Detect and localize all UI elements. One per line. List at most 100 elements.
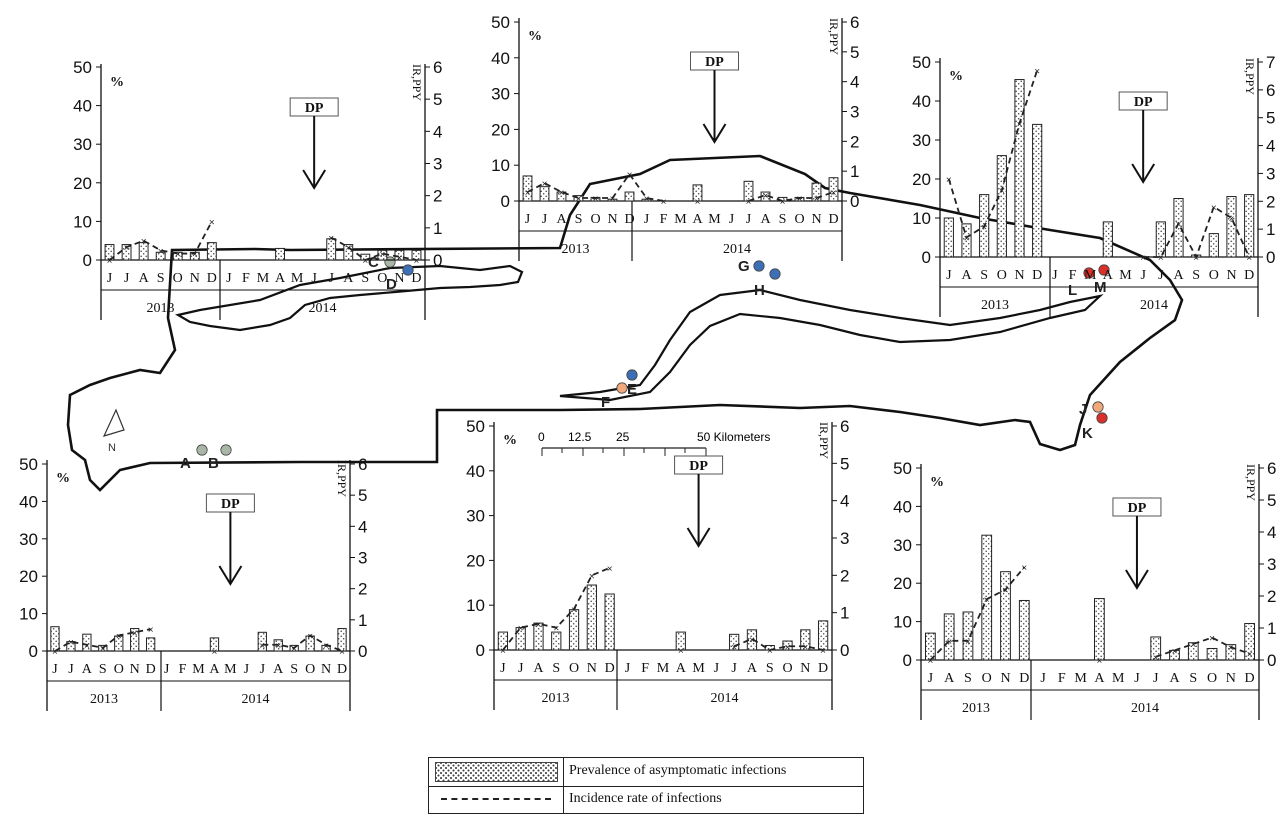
incidence-point: × — [259, 641, 265, 652]
month-tick-label: D — [1019, 671, 1029, 686]
site-H: H — [754, 268, 781, 299]
prevalence-swatch — [435, 762, 558, 782]
incidence-point: × — [1153, 653, 1159, 664]
incidence-point: × — [946, 637, 952, 648]
y-tick-label-right: 6 — [1266, 81, 1275, 100]
y-tick-label-right: 3 — [850, 103, 859, 122]
north-arrow: N — [102, 408, 125, 454]
incidence-point: × — [212, 647, 218, 658]
month-tick-label: N — [190, 271, 200, 286]
incidence-point: × — [1021, 563, 1027, 574]
incidence-point: × — [536, 620, 542, 631]
month-tick-label: O — [794, 212, 804, 227]
legend-item-incidence: Incidence rate of infections — [429, 786, 863, 814]
incidence-point: × — [209, 217, 215, 228]
site-label: E — [627, 381, 637, 398]
prevalence-bar — [729, 633, 740, 651]
prevalence-bar — [121, 244, 132, 261]
incidence-point: × — [610, 194, 616, 205]
y-tick-label-right: 6 — [850, 13, 859, 32]
incidence-point: × — [820, 646, 826, 657]
prevalence-bar — [337, 628, 347, 652]
site-marker — [626, 369, 638, 381]
month-tick-label: A — [1103, 268, 1114, 283]
y-tick-label-left: 10 — [19, 605, 38, 624]
incidence-point: × — [275, 641, 281, 652]
site-E: E — [626, 369, 638, 398]
dp-arrow-head — [1131, 163, 1156, 184]
legend: Prevalence of asymptomatic infections In… — [428, 757, 864, 814]
site-A: A — [180, 444, 208, 472]
y-tick-label-right: 3 — [1267, 555, 1276, 574]
month-tick-label: J — [260, 662, 266, 677]
prevalence-bar — [138, 242, 149, 261]
site-G: G — [738, 258, 765, 275]
year-label-2013: 2013 — [542, 691, 570, 706]
month-tick-label: D — [1032, 268, 1042, 283]
scale-tick-1: 12.5 — [568, 430, 592, 444]
site-label: G — [738, 258, 750, 275]
month-tick-label: J — [1040, 671, 1046, 686]
incidence-point: × — [1229, 214, 1235, 225]
month-tick-label: M — [657, 661, 670, 676]
y-tick-label-left: 40 — [491, 49, 510, 68]
prevalence-bar — [275, 247, 285, 261]
y-tick-label-left: 0 — [29, 642, 38, 661]
incidence-point: × — [695, 197, 701, 208]
dp-arrow-head — [218, 565, 243, 586]
month-tick-label: D — [605, 661, 615, 676]
prevalence-bar — [130, 628, 140, 652]
site-label: C — [368, 254, 379, 271]
month-tick-label: A — [533, 661, 544, 676]
y-tick-label-left: 20 — [912, 170, 931, 189]
y-tick-label-left: 0 — [476, 641, 485, 660]
year-label-2014: 2014 — [1131, 701, 1159, 716]
month-tick-label: S — [1192, 268, 1200, 283]
month-tick-label: O — [173, 271, 183, 286]
prevalence-bar — [515, 627, 526, 651]
y-tick-label-left: 20 — [19, 567, 38, 586]
prevalence-bar — [1094, 598, 1105, 661]
month-tick-label: N — [607, 212, 617, 227]
y-tick-label-left: 20 — [491, 120, 510, 139]
month-tick-label: J — [124, 271, 130, 286]
month-tick-label: S — [361, 271, 369, 286]
y-axis-label-left: % — [930, 475, 944, 490]
site-J: J — [1079, 401, 1104, 418]
y-tick-label-left: 20 — [466, 551, 485, 570]
month-tick-label: O — [782, 661, 792, 676]
prevalence-bar — [533, 622, 544, 651]
y-tick-label-left: 30 — [912, 131, 931, 150]
site-marker — [196, 444, 208, 456]
river-upper — [559, 288, 1104, 402]
prevalence-bar — [326, 238, 337, 261]
year-label-2014: 2014 — [711, 691, 739, 706]
y-tick-label-right: 4 — [433, 122, 442, 141]
y-tick-label-right: 4 — [850, 73, 859, 92]
site-label: F — [601, 394, 610, 411]
y-tick-label-right: 5 — [358, 486, 367, 505]
year-label-2013: 2013 — [962, 701, 990, 716]
incidence-point: × — [1247, 650, 1253, 661]
incidence-point: × — [379, 250, 385, 261]
month-tick-label: M — [224, 662, 237, 677]
incidence-point: × — [763, 191, 769, 202]
incidence-point: × — [84, 641, 90, 652]
y-tick-label-right: 6 — [433, 58, 442, 77]
year-label-2013: 2013 — [90, 692, 118, 707]
y-tick-label-right: 1 — [433, 219, 442, 238]
prevalence-bar — [1208, 233, 1219, 258]
year-label-2014: 2014 — [242, 692, 270, 707]
dp-arrow-head — [1125, 569, 1149, 590]
prevalence-bar — [607, 198, 618, 202]
month-tick-label: J — [625, 661, 631, 676]
dp-label: DP — [1134, 95, 1153, 110]
y-tick-label-right: 0 — [840, 641, 849, 660]
y-tick-label-left: 40 — [466, 462, 485, 481]
site-D: D — [386, 264, 414, 293]
month-tick-label: D — [207, 271, 217, 286]
month-tick-label: O — [114, 662, 124, 677]
incidence-point: × — [68, 638, 74, 649]
month-tick-label: J — [1153, 671, 1159, 686]
site-B: B — [208, 444, 232, 472]
